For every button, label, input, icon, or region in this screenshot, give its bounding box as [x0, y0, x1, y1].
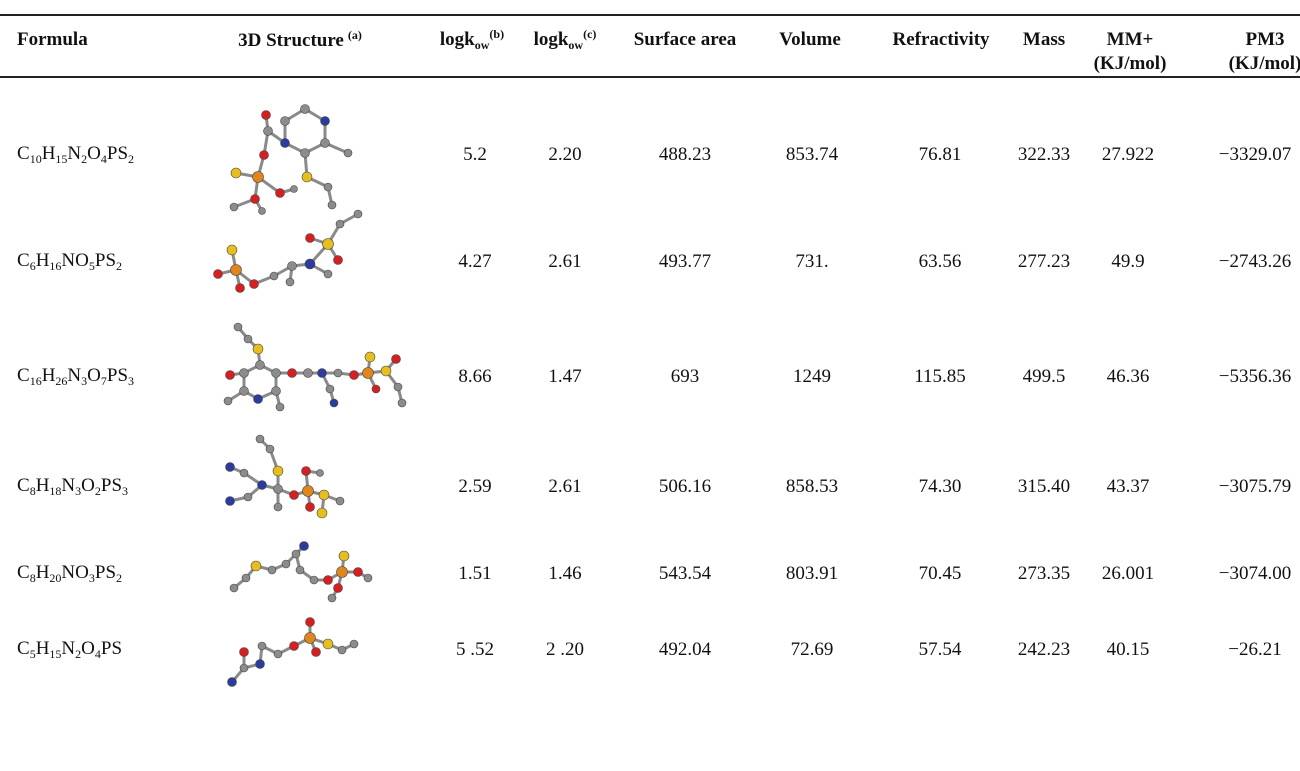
value-cell: 2.20	[548, 144, 581, 166]
column-header: Formula	[17, 29, 88, 51]
formula: C16H26N3O7PS3	[17, 365, 134, 389]
column-header: logkow(c)	[534, 27, 597, 53]
value-cell: −5356.36	[1219, 366, 1291, 388]
value-cell: 4.27	[458, 251, 491, 273]
header-text: PM3	[1245, 29, 1284, 50]
value-cell: 72.69	[791, 639, 834, 661]
value-cell: 40.15	[1107, 639, 1150, 661]
header-superscript: (b)	[489, 27, 504, 41]
value-cell: 273.35	[1018, 563, 1070, 585]
header-text: logk	[440, 29, 475, 50]
value-cell: 543.54	[659, 563, 711, 585]
value-cell: 1249	[793, 366, 831, 388]
value-cell: 492.04	[659, 639, 711, 661]
structure-image	[210, 202, 410, 322]
value-cell: 242.23	[1018, 639, 1070, 661]
value-cell: 493.77	[659, 251, 711, 273]
formula: C8H20NO3PS2	[17, 562, 122, 586]
value-cell: 74.30	[919, 476, 962, 498]
header-text: MM+	[1107, 29, 1154, 50]
header-text: 3D Structure	[238, 30, 344, 51]
value-cell: 693	[671, 366, 700, 388]
value-cell: 1.47	[548, 366, 581, 388]
column-header: MM+	[1107, 29, 1154, 51]
value-cell: 499.5	[1023, 366, 1066, 388]
value-cell: −26.21	[1228, 639, 1281, 661]
value-cell: 70.45	[919, 563, 962, 585]
value-cell: 5.2	[463, 144, 487, 166]
value-cell: 8.66	[458, 366, 491, 388]
header-unit: (KJ/mol)	[1094, 53, 1167, 74]
value-cell: 2.61	[548, 476, 581, 498]
header-superscript: (a)	[348, 28, 362, 42]
column-header: Volume	[779, 29, 841, 51]
value-cell: −3329.07	[1219, 144, 1291, 166]
header-text: Surface area	[634, 29, 737, 50]
value-cell: 57.54	[919, 639, 962, 661]
value-cell: 315.40	[1018, 476, 1070, 498]
column-header: Mass	[1023, 29, 1065, 51]
value-cell: −3075.79	[1219, 476, 1291, 498]
value-cell: 322.33	[1018, 144, 1070, 166]
header-text: logk	[534, 29, 569, 50]
value-cell: 49.9	[1111, 251, 1144, 273]
formula: C8H18N3O2PS3	[17, 475, 128, 499]
value-cell: 115.85	[914, 366, 966, 388]
header-text: Mass	[1023, 29, 1065, 50]
value-cell: 2 .20	[546, 639, 584, 661]
value-cell: 1.46	[548, 563, 581, 585]
column-header: Refractivity	[892, 29, 989, 51]
value-cell: 26.001	[1102, 563, 1154, 585]
structure-image	[210, 317, 410, 437]
top-rule	[0, 14, 1300, 16]
header-subscript: ow	[475, 38, 490, 52]
value-cell: 2.59	[458, 476, 491, 498]
value-cell: −3074.00	[1219, 563, 1291, 585]
value-cell: 46.36	[1107, 366, 1150, 388]
header-unit: (KJ/mol)	[1229, 53, 1300, 74]
value-cell: 277.23	[1018, 251, 1070, 273]
value-cell: 1.51	[458, 563, 491, 585]
value-cell: 853.74	[786, 144, 838, 166]
value-cell: −2743.26	[1219, 251, 1291, 273]
value-cell: 858.53	[786, 476, 838, 498]
column-header-unit: (KJ/mol)	[1094, 53, 1167, 75]
header-superscript: (c)	[583, 27, 596, 41]
value-cell: 43.37	[1107, 476, 1150, 498]
value-cell: 27.922	[1102, 144, 1154, 166]
formula: C10H15N2O4PS2	[17, 143, 134, 167]
column-header: logkow(b)	[440, 27, 504, 53]
header-subscript: ow	[568, 38, 583, 52]
value-cell: 2.61	[548, 251, 581, 273]
column-header: Surface area	[634, 29, 737, 51]
value-cell: 5 .52	[456, 639, 494, 661]
structure-image	[210, 590, 410, 710]
formula: C5H15N2O4PS	[17, 638, 122, 662]
page: Formula3D Structure(a)logkow(b)logkow(c)…	[0, 0, 1300, 771]
header-text: Refractivity	[892, 29, 989, 50]
header-text: Volume	[779, 29, 841, 50]
column-header: PM3	[1245, 29, 1284, 51]
formula: C6H16NO5PS2	[17, 250, 122, 274]
header-text: Formula	[17, 29, 88, 50]
structure-image	[210, 95, 410, 215]
value-cell: 488.23	[659, 144, 711, 166]
value-cell: 76.81	[919, 144, 962, 166]
header-rule	[0, 76, 1300, 78]
value-cell: 506.16	[659, 476, 711, 498]
column-header-unit: (KJ/mol)	[1229, 53, 1300, 75]
value-cell: 731.	[795, 251, 828, 273]
column-header: 3D Structure (a)	[238, 28, 362, 52]
value-cell: 803.91	[786, 563, 838, 585]
value-cell: 63.56	[919, 251, 962, 273]
